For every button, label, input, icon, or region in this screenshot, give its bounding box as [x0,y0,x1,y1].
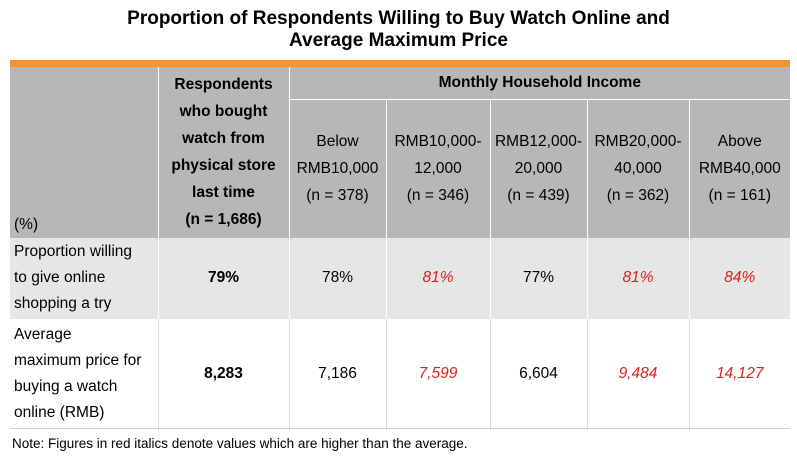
footnote: Note: Figures in red italics denote valu… [12,436,468,451]
income-col-n: (n = 346) [406,187,470,205]
cell-value-highlight: 81% [385,237,490,319]
table-row: Average maximum price for buying a watch… [10,318,791,430]
respondents-header-line: physical store [171,157,276,175]
overall-value: 8,283 [157,318,289,430]
respondents-header-line: watch from [182,130,265,148]
income-col-line: Below [316,133,359,151]
income-col-n: (n = 161) [708,187,772,205]
chart-title: Proportion of Respondents Willing to Buy… [0,8,797,52]
income-col-line: 12,000 [414,160,462,178]
income-column-header: RMB10,000- 12,000 (n = 346) [385,99,490,238]
table-row: Proportion willing to give online shoppi… [10,237,791,319]
income-col-line: 40,000 [614,160,662,178]
cell-value-highlight: 84% [688,237,791,319]
income-col-line: RMB40,000 [698,160,781,178]
income-col-line: Above [717,133,762,151]
cell-value-highlight: 81% [586,237,689,319]
income-column-header: Above RMB40,000 (n = 161) [688,99,791,238]
income-column-header: RMB20,000- 40,000 (n = 362) [586,99,689,238]
row-label-line: maximum price for [14,352,142,369]
cell-value-highlight: 14,127 [688,318,791,430]
income-col-n: (n = 439) [507,187,570,205]
income-col-line: RMB10,000 [296,160,379,178]
respondents-header-line: last time [192,184,255,202]
row-label-line: online (RMB) [14,404,105,421]
respondents-header: Respondents who bought watch from physic… [157,67,289,238]
row-label: Average maximum price for buying a watch… [10,318,158,430]
monthly-income-header: Monthly Household Income [288,67,791,100]
income-col-n: (n = 362) [606,187,670,205]
row-label-line: Average [14,326,72,343]
income-col-line: RMB20,000- [594,133,682,151]
overall-value: 79% [157,237,289,319]
data-table: (%) Respondents who bought watch from ph… [10,67,791,430]
row-label-line: shopping a try [14,295,112,312]
income-col-line: RMB10,000- [394,133,482,151]
unit-label: (%) [10,67,158,238]
row-label: Proportion willing to give online shoppi… [10,237,158,319]
cell-value-highlight: 7,599 [385,318,490,430]
respondents-header-line: Respondents [174,76,273,94]
header-row-1: (%) Respondents who bought watch from ph… [10,67,791,238]
row-label-line: Proportion willing [14,243,133,260]
income-col-line: RMB12,000- [494,133,582,151]
divider [10,428,790,429]
cell-value: 6,604 [489,318,587,430]
row-label-line: buying a watch [14,378,118,395]
orange-accent-bar [10,60,790,67]
income-col-n: (n = 378) [306,187,369,205]
cell-value: 78% [288,237,386,319]
income-column-header: Below RMB10,000 (n = 378) [288,99,386,238]
cell-value-highlight: 9,484 [586,318,689,430]
cell-value: 7,186 [288,318,386,430]
header-row-2: Below RMB10,000 (n = 378) RMB10,000- 12,… [10,99,791,238]
income-column-header: RMB12,000- 20,000 (n = 439) [489,99,587,238]
title-line-1: Proportion of Respondents Willing to Buy… [127,8,670,29]
respondents-header-line: who bought [179,103,268,121]
income-col-line: 20,000 [514,160,563,178]
title-line-2: Average Maximum Price [289,30,508,51]
row-label-line: to give online [14,269,106,286]
respondents-header-line: (n = 1,686) [185,211,262,229]
cell-value: 77% [489,237,587,319]
